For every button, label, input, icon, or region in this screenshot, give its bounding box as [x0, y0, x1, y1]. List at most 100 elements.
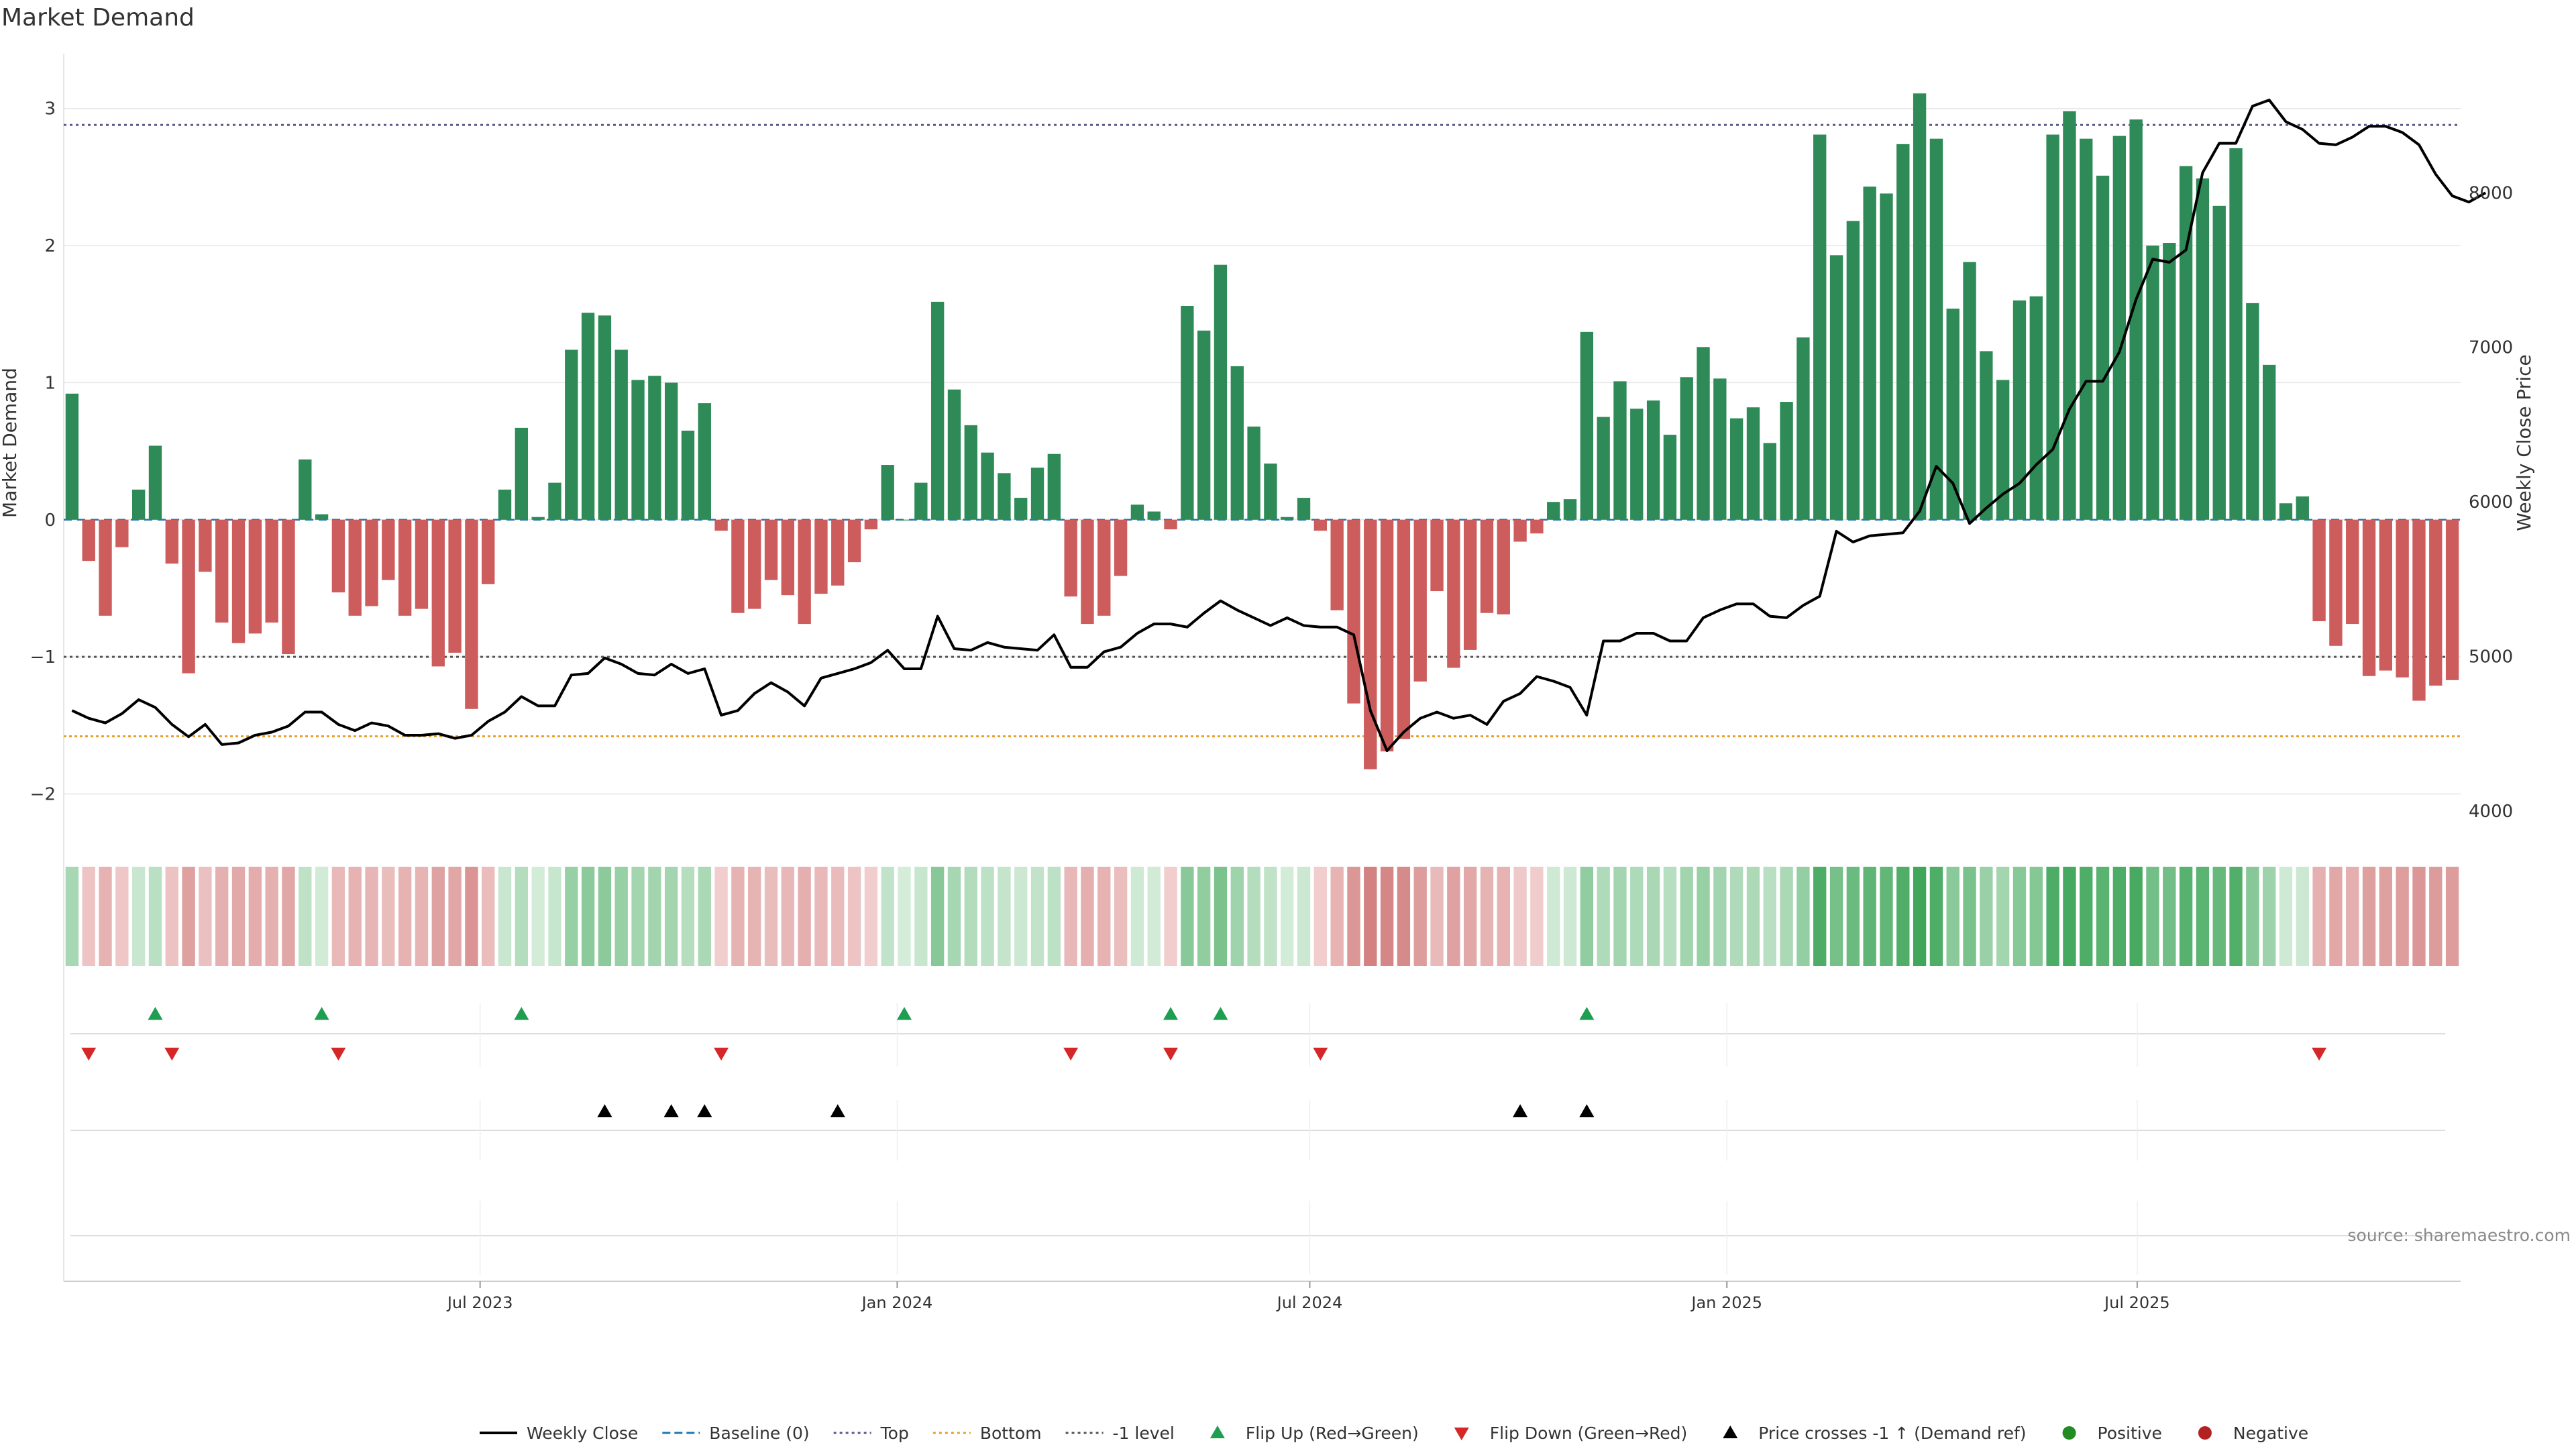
demand-bar	[1247, 426, 1260, 520]
heat-cell	[1846, 867, 1860, 966]
demand-bar	[1197, 330, 1211, 520]
y2-tick-label: 4000	[2469, 802, 2513, 822]
demand-bar	[614, 350, 628, 520]
heat-cell	[2379, 867, 2393, 966]
demand-bar	[2379, 519, 2393, 671]
demand-bar	[2129, 119, 2143, 520]
demand-bar	[515, 427, 529, 520]
demand-bar	[1380, 519, 1394, 752]
demand-bar	[2296, 496, 2309, 520]
heat-cell	[1963, 867, 1976, 966]
heat-cell	[1047, 867, 1061, 966]
heat-cell	[814, 867, 828, 966]
demand-bar	[1613, 381, 1627, 520]
demand-bar	[2096, 175, 2110, 520]
demand-bar	[115, 519, 129, 547]
x-tick-label: Jul 2024	[1276, 1293, 1343, 1312]
heat-cell	[415, 867, 429, 966]
y-tick-label: 1	[44, 373, 56, 393]
demand-bar	[998, 473, 1011, 520]
demand-bar	[1746, 407, 1760, 520]
legend-item: -1 level	[1065, 1424, 1175, 1443]
heat-cell	[614, 867, 628, 966]
demand-bar	[2445, 519, 2459, 680]
heat-cell	[2112, 867, 2127, 966]
demand-bar	[1846, 221, 1860, 520]
demand-bar	[165, 519, 178, 564]
heat-cell	[1347, 867, 1360, 966]
heat-cell	[515, 867, 529, 966]
demand-heat-strip	[65, 867, 2459, 966]
heat-cell	[2029, 867, 2043, 966]
heat-cell	[1297, 867, 1311, 966]
flip-up-marker	[148, 1007, 163, 1020]
demand-bar	[1014, 498, 1028, 520]
heat-cell	[1946, 867, 1960, 966]
demand-bar	[299, 459, 312, 520]
demand-bar	[2012, 300, 2027, 520]
demand-bar	[1214, 264, 1228, 520]
demand-bar	[1447, 519, 1460, 668]
heat-cell	[1996, 867, 2010, 966]
legend-label: -1 level	[1113, 1424, 1175, 1443]
heat-cell	[1214, 867, 1228, 966]
heat-cell	[1313, 867, 1328, 966]
heat-cell	[1264, 867, 1277, 966]
demand-bar	[930, 301, 945, 520]
heat-cell	[581, 867, 595, 966]
heat-cell	[2262, 867, 2276, 966]
heat-cell	[1796, 867, 1810, 966]
heat-cell	[781, 867, 795, 966]
x-tick-label: Jul 2025	[2103, 1293, 2170, 1312]
demand-bar	[1030, 468, 1044, 520]
heat-cell	[648, 867, 661, 966]
demand-bar	[482, 519, 495, 584]
legend-label: Top	[880, 1424, 909, 1443]
heat-cell	[1364, 867, 1377, 966]
demand-bar	[2312, 519, 2326, 621]
legend-label: Weekly Close	[527, 1424, 638, 1443]
price-cross-marker	[697, 1104, 712, 1118]
demand-bar	[2163, 243, 2176, 520]
heat-cell	[2196, 867, 2210, 966]
demand-bar	[1347, 519, 1360, 704]
heat-cell	[1896, 867, 1910, 966]
demand-bar	[1630, 409, 1644, 520]
flip-up-marker	[1213, 1007, 1228, 1020]
demand-bar	[1230, 366, 1244, 520]
demand-bar	[1081, 519, 1094, 625]
weekly-close-polyline	[71, 99, 2487, 753]
demand-bar	[1863, 186, 1876, 520]
heat-cell	[65, 867, 79, 966]
heat-cell	[231, 867, 246, 966]
heat-cell	[1513, 867, 1527, 966]
heat-cell	[2146, 867, 2159, 966]
demand-bar	[648, 376, 661, 520]
demand-bar	[1913, 93, 1927, 520]
demand-bar	[1946, 309, 1960, 520]
demand-bar	[82, 519, 95, 561]
heat-cell	[2329, 867, 2343, 966]
heat-cell	[1929, 867, 1943, 966]
y-axis-ticks: −2 −1 0 1 2 3	[30, 99, 56, 805]
heat-cell	[1663, 867, 1677, 966]
demand-bar	[1580, 331, 1594, 520]
legend-swatch	[2198, 1426, 2212, 1440]
heat-cell	[748, 867, 761, 966]
y-tick-label: 3	[44, 99, 56, 119]
demand-bars	[65, 93, 2459, 769]
demand-bar	[1463, 519, 1477, 650]
flip-up-marker	[514, 1007, 529, 1020]
heat-cell	[2212, 867, 2226, 966]
demand-bar	[898, 519, 911, 521]
heat-cell	[299, 867, 312, 966]
heat-cell	[2229, 867, 2243, 966]
demand-bar	[831, 519, 845, 586]
demand-bar	[731, 519, 745, 613]
heat-cell	[498, 867, 512, 966]
demand-bar	[2362, 519, 2376, 676]
heat-cell	[182, 867, 195, 966]
demand-bar	[331, 519, 345, 593]
demand-bar	[864, 519, 878, 530]
heat-cell	[598, 867, 612, 966]
